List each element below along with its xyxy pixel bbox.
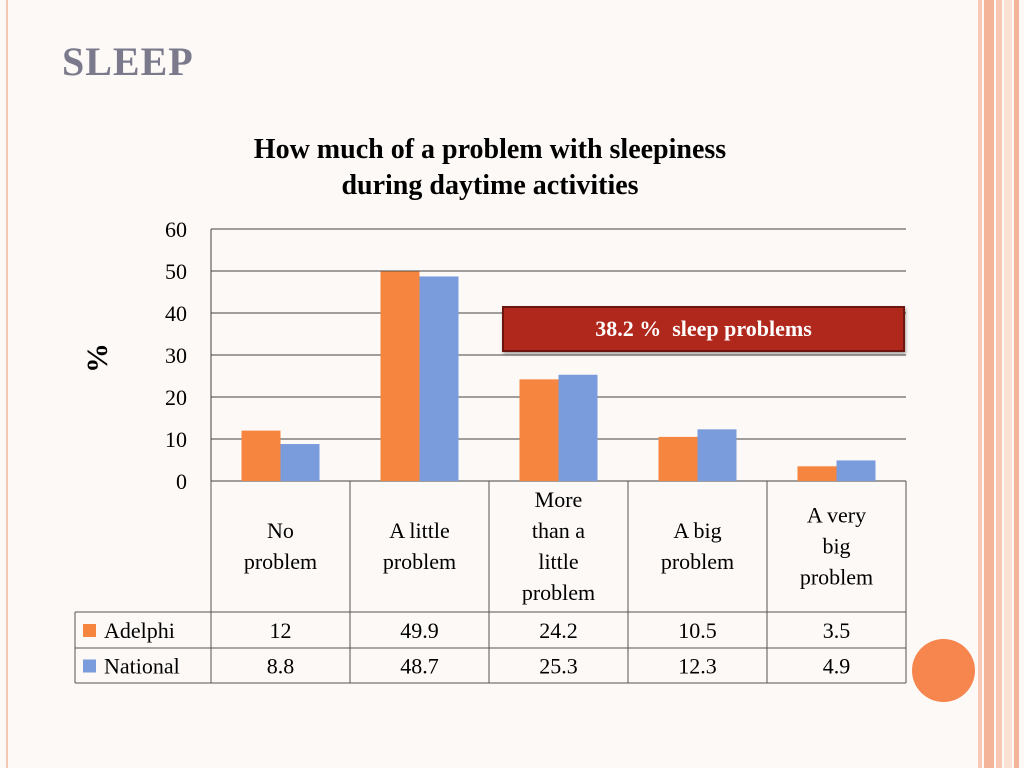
y-tick-label: 10 bbox=[165, 427, 187, 452]
data-label: 48.7 bbox=[400, 654, 439, 679]
y-tick-label: 30 bbox=[165, 343, 187, 368]
stripe bbox=[978, 0, 982, 768]
bar-national bbox=[697, 429, 737, 481]
stripe bbox=[996, 0, 1002, 768]
stripe bbox=[1004, 0, 1012, 768]
category-label: big bbox=[822, 534, 850, 559]
left-border bbox=[0, 0, 8, 768]
data-label: 25.3 bbox=[539, 654, 578, 679]
y-tick-label: 40 bbox=[165, 301, 187, 326]
stripe bbox=[1014, 0, 1019, 768]
bar-national bbox=[558, 374, 598, 481]
category-label: A very bbox=[807, 503, 866, 528]
data-label: 49.9 bbox=[400, 618, 439, 643]
data-label: 3.5 bbox=[823, 618, 851, 643]
bar-adelphi bbox=[658, 436, 698, 481]
category-label: problem bbox=[800, 565, 873, 590]
bar-adelphi bbox=[797, 466, 837, 481]
data-label: 24.2 bbox=[539, 618, 578, 643]
data-label: 4.9 bbox=[823, 654, 851, 679]
chart-title: How much of a problem with sleepiness du… bbox=[140, 132, 840, 204]
bar-national bbox=[280, 444, 320, 481]
bar-national bbox=[419, 276, 459, 481]
chart-title-line-1: How much of a problem with sleepiness bbox=[253, 134, 727, 165]
y-tick-label: 60 bbox=[165, 217, 187, 242]
category-label: than a bbox=[532, 518, 585, 543]
legend-label-adelphi: Adelphi bbox=[104, 618, 175, 643]
category-label: A little bbox=[389, 518, 450, 543]
category-label: problem bbox=[661, 549, 734, 574]
slide-title: SLEEP bbox=[62, 39, 194, 84]
sleep-problems-callout: 38.2 % sleep problems bbox=[502, 306, 905, 352]
stripe bbox=[984, 0, 994, 768]
legend-swatch-adelphi bbox=[83, 624, 96, 637]
category-label: problem bbox=[522, 580, 595, 605]
bar-adelphi bbox=[519, 379, 559, 481]
legend-swatch-national bbox=[83, 659, 96, 673]
data-label: 8.8 bbox=[267, 654, 295, 679]
category-label: A big bbox=[673, 518, 721, 543]
chart-title-line-2: during daytime activities bbox=[341, 170, 639, 201]
category-label: problem bbox=[383, 549, 456, 574]
y-tick-label: 50 bbox=[165, 259, 187, 284]
right-stripes bbox=[978, 0, 1024, 768]
data-label: 12 bbox=[270, 618, 292, 643]
bar-adelphi bbox=[241, 430, 281, 481]
y-tick-label: 20 bbox=[165, 385, 187, 410]
legend-label-national: National bbox=[104, 654, 180, 679]
bar-adelphi bbox=[380, 271, 420, 481]
bar-national bbox=[836, 460, 876, 481]
category-label: More bbox=[535, 487, 583, 512]
category-label: No bbox=[267, 518, 294, 543]
data-label: 10.5 bbox=[678, 618, 717, 643]
category-label: problem bbox=[244, 549, 317, 574]
category-label: little bbox=[538, 549, 578, 574]
data-label: 12.3 bbox=[678, 654, 717, 679]
y-tick-label: 0 bbox=[176, 469, 187, 494]
accent-circle bbox=[912, 639, 975, 702]
